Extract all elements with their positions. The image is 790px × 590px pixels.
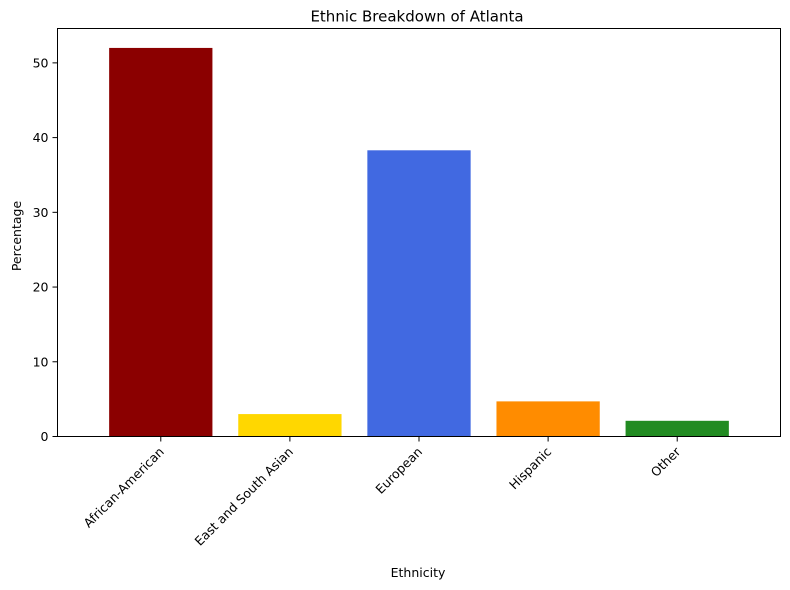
x-axis: African-American East and South Asian Euro… (80, 436, 684, 549)
y-tick-label: 0 (41, 429, 49, 444)
x-tick-label: East and South Asian (191, 444, 296, 549)
y-tick-label: 30 (33, 205, 49, 220)
y-axis: 0 10 20 30 40 50 (33, 55, 58, 444)
bar-east-and-south-asian (238, 414, 342, 437)
bar-european (367, 150, 471, 437)
x-tick-label: European (372, 444, 425, 497)
bar-african-american (109, 47, 213, 437)
y-tick-label: 40 (33, 130, 49, 145)
x-tick-label: Hispanic (506, 444, 554, 492)
x-tick-label: Other (648, 443, 684, 479)
bar-other (625, 420, 729, 437)
y-axis-label: Percentage (9, 201, 24, 272)
x-tick-label: African-American (80, 444, 166, 530)
y-tick-label: 10 (33, 354, 49, 369)
y-tick-label: 20 (33, 280, 49, 295)
y-tick-label: 50 (33, 55, 49, 70)
x-axis-label: Ethnicity (391, 565, 446, 580)
bar-hispanic (496, 401, 600, 437)
bars-group (109, 47, 729, 437)
chart-title: Ethnic Breakdown of Atlanta (310, 8, 523, 26)
plot-frame (57, 28, 781, 437)
